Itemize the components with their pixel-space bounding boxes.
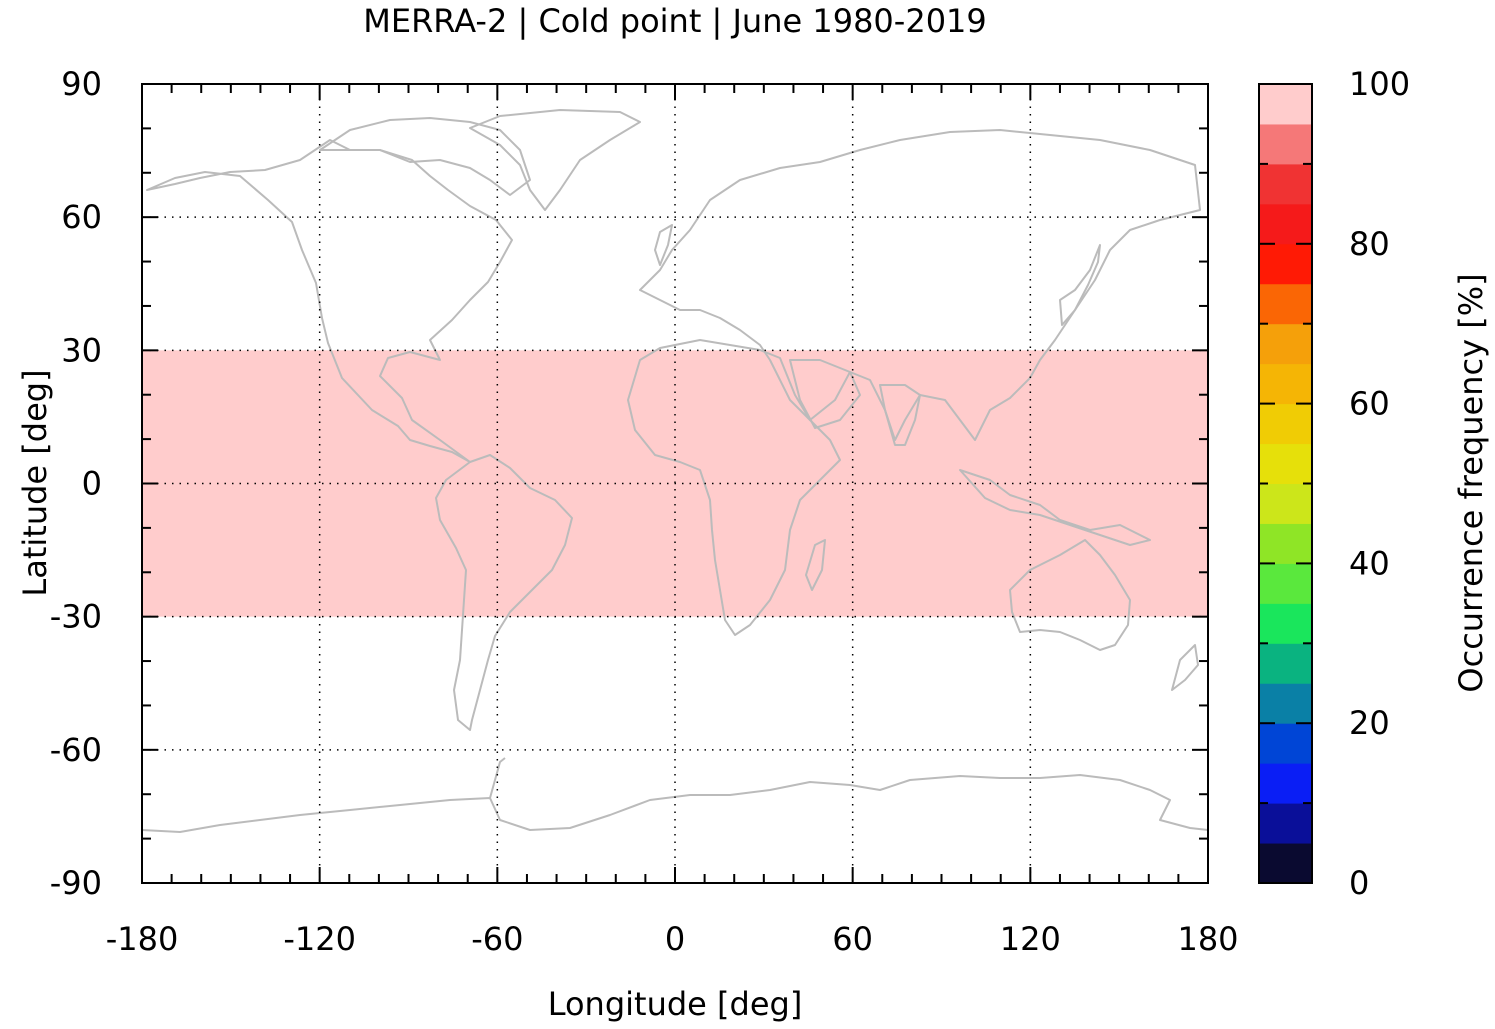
y-tick-label: -30 <box>50 598 102 636</box>
colorbar-ticks <box>1259 83 1312 884</box>
colorbar-tick-label: 80 <box>1349 225 1390 263</box>
x-tick-label: 60 <box>832 920 873 958</box>
axis-ticks <box>141 83 1209 884</box>
y-tick-label: 90 <box>61 65 102 103</box>
colorbar-tick-label: 60 <box>1349 385 1390 423</box>
x-tick-labels: -180 -120 -60 0 60 120 180 <box>106 920 1239 958</box>
colorbar-segment <box>1259 163 1312 205</box>
y-axis-label: Latitude [deg] <box>16 369 54 596</box>
coastline-japan <box>1059 244 1101 326</box>
coastline-antarctica <box>141 774 1209 833</box>
plot-area <box>141 83 1209 884</box>
x-tick-label: -120 <box>283 920 356 958</box>
coastline-greenland <box>469 109 641 211</box>
colorbar-label: Occurrence frequency [%] <box>1452 273 1490 692</box>
colorbar-segment <box>1259 643 1312 684</box>
colorbar-segment <box>1259 803 1312 844</box>
coastline-antarctic-peninsula <box>489 757 506 799</box>
y-tick-label: 0 <box>82 465 102 503</box>
colorbar-tick-label: 20 <box>1349 704 1390 742</box>
coastline-new-zealand <box>1171 644 1199 691</box>
grid-lines <box>142 84 1208 883</box>
colorbar-segment <box>1259 683 1312 724</box>
x-tick-label: -60 <box>471 920 523 958</box>
coastline-africa <box>627 339 841 636</box>
coastline-south-america <box>435 454 573 731</box>
colorbar <box>1259 84 1312 884</box>
colorbar-tick-label: 100 <box>1349 65 1410 103</box>
colorbar-segment <box>1259 84 1312 125</box>
y-tick-label: 30 <box>61 331 102 369</box>
coastline-madagascar <box>805 539 826 591</box>
colorbar-segment <box>1259 523 1312 564</box>
x-tick-label: 180 <box>1177 920 1238 958</box>
colorbar-segment <box>1259 483 1312 524</box>
coastline-canadian-arctic <box>319 117 531 196</box>
colorbar-segment <box>1259 723 1312 764</box>
y-tick-labels: 90 60 30 0 -30 -60 -90 <box>50 65 102 902</box>
colorbar-segment <box>1259 203 1312 245</box>
colorbar-segment <box>1259 763 1312 804</box>
colorbar-tick-label: 40 <box>1349 544 1390 582</box>
coastline-india <box>879 384 921 446</box>
colorbar-segment <box>1259 443 1312 484</box>
colorbar-segment <box>1259 283 1312 325</box>
colorbar-segment <box>1259 323 1312 365</box>
coastline-uk <box>654 224 673 266</box>
x-tick-label: 120 <box>1000 920 1061 958</box>
coastline-southeast-asia-islands <box>959 469 1151 546</box>
chart-title: MERRA-2 | Cold point | June 1980-2019 <box>363 2 987 40</box>
coastline-australia <box>1009 539 1131 651</box>
colorbar-tick-labels: 0 20 40 60 80 100 <box>1349 65 1410 902</box>
colorbar-segment <box>1259 563 1312 604</box>
x-tick-label: -180 <box>106 920 179 958</box>
colorbar-segment <box>1259 603 1312 644</box>
colorbar-segment <box>1259 843 1312 884</box>
x-axis-label: Longitude [deg] <box>548 985 803 1023</box>
colorbar-tick-label: 0 <box>1349 864 1369 902</box>
coastline-arabia <box>789 359 861 429</box>
colorbar-segment <box>1259 123 1312 165</box>
colorbar-segment <box>1259 403 1312 445</box>
y-tick-label: 60 <box>61 198 102 236</box>
colorbar-segment <box>1259 243 1312 285</box>
x-tick-label: 0 <box>665 920 685 958</box>
y-tick-label: -90 <box>50 864 102 902</box>
plot-frame <box>141 83 1209 884</box>
y-tick-label: -60 <box>50 731 102 769</box>
colorbar-segment <box>1259 363 1312 405</box>
